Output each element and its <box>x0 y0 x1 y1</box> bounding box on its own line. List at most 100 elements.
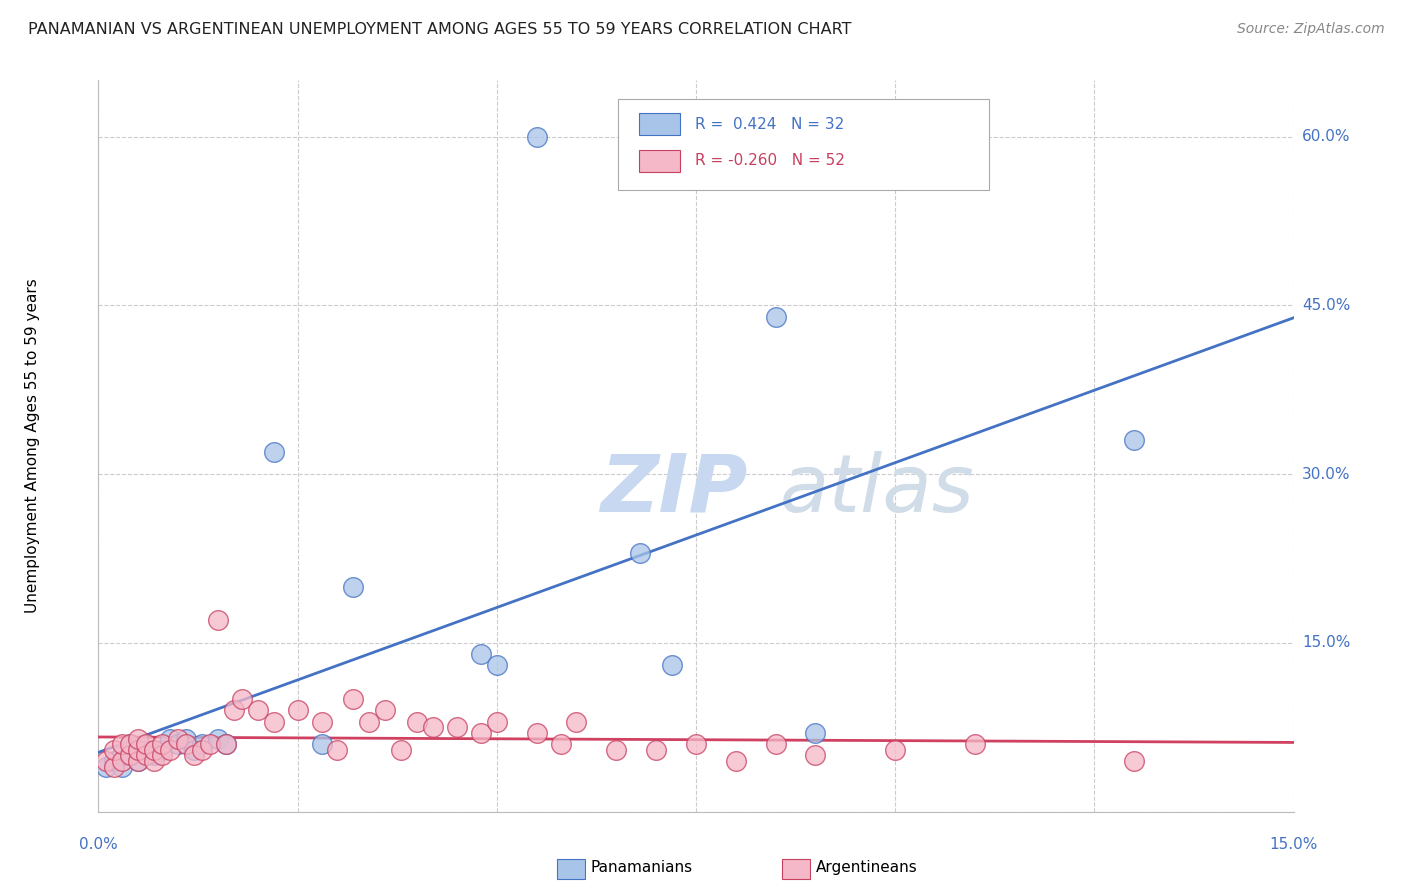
Point <box>127 731 149 746</box>
Point <box>359 714 381 729</box>
Point <box>159 731 181 746</box>
Point <box>804 748 827 763</box>
Point <box>485 714 508 729</box>
Text: Argentineans: Argentineans <box>815 860 917 874</box>
Text: Source: ZipAtlas.com: Source: ZipAtlas.com <box>1237 22 1385 37</box>
Point <box>135 737 157 751</box>
Point <box>685 737 707 751</box>
Point <box>111 737 134 751</box>
Point <box>287 703 309 717</box>
Point <box>150 743 173 757</box>
Point <box>342 580 364 594</box>
Point <box>150 748 173 763</box>
Point <box>127 754 149 768</box>
Point <box>150 737 173 751</box>
Point <box>565 714 588 729</box>
Text: 15.0%: 15.0% <box>1302 635 1350 650</box>
Point <box>127 743 149 757</box>
Point <box>174 731 197 746</box>
Point <box>263 444 285 458</box>
Point <box>246 703 269 717</box>
Point <box>167 737 190 751</box>
Point <box>342 692 364 706</box>
Point <box>120 737 142 751</box>
Point <box>120 748 142 763</box>
Point <box>446 720 468 734</box>
Point <box>470 647 492 661</box>
Point <box>191 743 214 757</box>
Point <box>550 737 572 751</box>
Point <box>485 658 508 673</box>
Point <box>207 614 229 628</box>
Bar <box>638 113 681 136</box>
Text: Unemployment Among Ages 55 to 59 years: Unemployment Among Ages 55 to 59 years <box>25 278 41 614</box>
Point <box>127 743 149 757</box>
Point <box>183 748 205 763</box>
Point <box>143 748 166 763</box>
Point <box>263 714 285 729</box>
Point <box>215 737 238 751</box>
Point <box>1123 434 1146 448</box>
Bar <box>557 859 585 879</box>
Text: 45.0%: 45.0% <box>1302 298 1350 313</box>
Point <box>135 748 157 763</box>
Point <box>645 743 668 757</box>
Point <box>526 129 548 144</box>
Point <box>135 743 157 757</box>
Text: 0.0%: 0.0% <box>79 837 118 852</box>
Point <box>765 737 787 751</box>
Point <box>215 737 238 751</box>
Text: atlas: atlas <box>779 450 974 529</box>
Point <box>183 743 205 757</box>
Point <box>311 737 333 751</box>
Point <box>1123 754 1146 768</box>
Bar <box>782 859 810 879</box>
Point <box>120 748 142 763</box>
Point <box>198 737 221 751</box>
Point <box>191 737 214 751</box>
Point <box>661 658 683 673</box>
Text: R = -0.260   N = 52: R = -0.260 N = 52 <box>695 153 845 169</box>
Text: ZIP: ZIP <box>600 450 748 529</box>
Point <box>111 754 134 768</box>
Text: PANAMANIAN VS ARGENTINEAN UNEMPLOYMENT AMONG AGES 55 TO 59 YEARS CORRELATION CHA: PANAMANIAN VS ARGENTINEAN UNEMPLOYMENT A… <box>28 22 852 37</box>
Point <box>422 720 444 734</box>
Point <box>174 737 197 751</box>
Point <box>103 754 125 768</box>
Point <box>120 737 142 751</box>
Point <box>724 754 747 768</box>
Point <box>884 743 907 757</box>
Point <box>470 726 492 740</box>
Bar <box>638 150 681 171</box>
Point <box>96 760 118 774</box>
Point <box>207 731 229 746</box>
Point <box>374 703 396 717</box>
Point <box>311 714 333 729</box>
Text: R =  0.424   N = 32: R = 0.424 N = 32 <box>695 117 844 132</box>
Point <box>103 760 125 774</box>
Text: Panamanians: Panamanians <box>591 860 693 874</box>
Point <box>628 546 651 560</box>
Point <box>231 692 253 706</box>
Text: 30.0%: 30.0% <box>1302 467 1350 482</box>
Point <box>159 743 181 757</box>
Point <box>103 743 125 757</box>
Point <box>111 760 134 774</box>
Point <box>389 743 412 757</box>
Point <box>406 714 429 729</box>
Point <box>804 726 827 740</box>
Text: 15.0%: 15.0% <box>1270 837 1317 852</box>
Point <box>963 737 986 751</box>
Point <box>143 743 166 757</box>
Point <box>96 754 118 768</box>
Point <box>167 731 190 746</box>
Point <box>222 703 245 717</box>
Text: 60.0%: 60.0% <box>1302 129 1350 144</box>
Point <box>111 748 134 763</box>
Point <box>765 310 787 324</box>
Point <box>605 743 627 757</box>
Point <box>326 743 349 757</box>
FancyBboxPatch shape <box>619 99 988 190</box>
Point <box>127 754 149 768</box>
Point <box>143 754 166 768</box>
